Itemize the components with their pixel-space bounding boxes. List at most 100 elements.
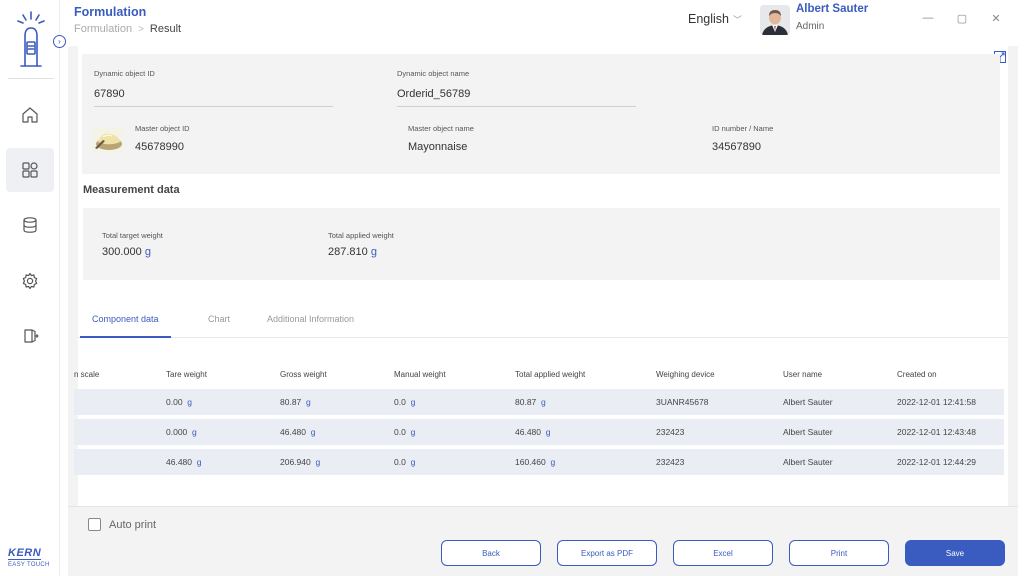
save-button[interactable]: Save	[905, 540, 1005, 566]
user-name-cell: Albert Sauter	[783, 457, 833, 467]
weighing-device-cell: 3UANR45678	[656, 397, 709, 407]
dynamic-object-id-value: 67890	[94, 88, 125, 100]
product-thumbnail	[93, 128, 123, 152]
dynamic-object-id-underline	[94, 106, 333, 107]
column-header: Gross weight	[280, 370, 327, 379]
brand-logo: KERN EASY TOUCH	[8, 543, 50, 568]
column-header: n scale	[74, 370, 100, 379]
database-icon	[23, 217, 37, 233]
sidebar-item-database[interactable]	[6, 203, 54, 247]
column-header: Weighing device	[656, 370, 715, 379]
total-applied-weight-cell: 160.460 g	[515, 457, 556, 467]
result-card: Dynamic object ID 67890 Dynamic object n…	[74, 46, 1008, 506]
gross-weight-cell: 46.480 g	[280, 427, 316, 437]
breadcrumb: Formulation > Result	[74, 23, 181, 35]
sidebar-item-dashboard[interactable]	[6, 148, 54, 192]
maximize-button[interactable]: ▢	[956, 13, 968, 25]
sidebar-divider	[8, 78, 54, 79]
print-button[interactable]: Print	[789, 540, 889, 566]
table-row[interactable]: 0.00 g 80.87 g 0.0 g 80.87 g 3UANR45678 …	[74, 389, 1004, 415]
created-on-cell: 2022-12-01 12:44:29	[897, 457, 976, 467]
column-header: Tare weight	[166, 370, 207, 379]
auto-print-checkbox[interactable]	[88, 518, 101, 531]
created-on-cell: 2022-12-01 12:43:48	[897, 427, 976, 437]
dynamic-object-id-label: Dynamic object ID	[94, 69, 155, 78]
tare-weight-cell: 46.480 g	[166, 457, 202, 467]
manual-weight-cell: 0.0 g	[394, 457, 416, 467]
logout-icon	[24, 329, 39, 343]
tare-weight-cell: 0.000 g	[166, 427, 197, 437]
weighing-device-cell: 232423	[656, 457, 685, 467]
user-name-cell: Albert Sauter	[783, 427, 833, 437]
user-name[interactable]: Albert Sauter	[796, 3, 869, 15]
table-row[interactable]: 0.000 g 46.480 g 0.0 g 46.480 g 232423 A…	[74, 419, 1004, 445]
breadcrumb-current: Result	[149, 23, 182, 35]
page-title: Formulation	[74, 5, 147, 19]
sidebar-item-home[interactable]	[6, 93, 54, 137]
header: Formulation Formulation > Result English…	[60, 0, 1024, 46]
chevron-right-icon: >	[138, 23, 144, 35]
total-applied-weight-cell: 46.480 g	[515, 427, 551, 437]
back-button[interactable]: Back	[441, 540, 541, 566]
language-select[interactable]: English ﹀	[688, 12, 742, 26]
sidebar-item-logout[interactable]	[6, 314, 54, 358]
master-object-name-value: Mayonnaise	[408, 141, 468, 153]
table-row[interactable]: 46.480 g 206.940 g 0.0 g 160.460 g 23242…	[74, 449, 1004, 475]
chevron-down-icon: ﹀	[733, 14, 743, 25]
object-info-panel: Dynamic object ID 67890 Dynamic object n…	[82, 54, 1000, 174]
manual-weight-cell: 0.0 g	[394, 397, 416, 407]
total-applied-weight-cell: 80.87 g	[515, 397, 546, 407]
tab-component-data[interactable]: Component data	[80, 314, 171, 338]
column-header: Manual weight	[394, 370, 446, 379]
brand-name: KERN	[8, 547, 42, 560]
column-header: Total applied weight	[515, 370, 586, 379]
id-number-label: ID number / Name	[712, 124, 774, 133]
close-button[interactable]: ✕	[991, 13, 1001, 25]
dynamic-object-name-underline	[397, 106, 636, 107]
user-name-cell: Albert Sauter	[783, 397, 833, 407]
dynamic-object-name-value: Orderid_56789	[397, 88, 471, 100]
minimize-button[interactable]: —	[922, 12, 934, 24]
total-target-weight-value: 300.000 g	[102, 246, 151, 258]
language-value: English	[688, 12, 729, 26]
avatar[interactable]	[760, 5, 790, 35]
measurement-panel: Total target weight 300.000 g Total appl…	[83, 208, 1000, 280]
user-role: Admin	[796, 21, 825, 32]
gross-weight-cell: 80.87 g	[280, 397, 311, 407]
master-object-id-label: Master object ID	[135, 124, 190, 133]
total-target-weight-label: Total target weight	[102, 231, 163, 240]
manual-weight-cell: 0.0 g	[394, 427, 416, 437]
dashboard-icon	[22, 162, 38, 178]
excel-button[interactable]: Excel	[673, 540, 773, 566]
id-number-value: 34567890	[712, 141, 761, 153]
tab-bar: Component data Chart Additional Informat…	[78, 308, 1008, 338]
scale-hand-icon	[14, 8, 48, 70]
sidebar: › KERN EASY TOUCH	[0, 0, 66, 576]
column-header: User name	[783, 370, 823, 379]
auto-print-label: Auto print	[109, 518, 157, 531]
total-applied-weight-value: 287.810 g	[328, 246, 377, 258]
created-on-cell: 2022-12-01 12:41:58	[897, 397, 976, 407]
dynamic-object-name-label: Dynamic object name	[397, 69, 470, 78]
export-pdf-button[interactable]: Export as PDF	[557, 540, 657, 566]
home-icon	[22, 107, 38, 123]
measurement-section-title: Measurement data	[83, 184, 180, 196]
sidebar-item-settings[interactable]	[6, 259, 54, 303]
breadcrumb-parent[interactable]: Formulation	[74, 23, 133, 35]
gross-weight-cell: 206.940 g	[280, 457, 321, 467]
auto-print-toggle[interactable]: Auto print	[88, 518, 156, 531]
tab-additional-information[interactable]: Additional Information	[267, 314, 355, 324]
collapse-sidebar-button[interactable]: ›	[53, 35, 66, 48]
total-applied-weight-label: Total applied weight	[328, 231, 394, 240]
main-content: Dynamic object ID 67890 Dynamic object n…	[68, 46, 1018, 576]
footer-divider	[68, 506, 1018, 507]
brand-subtitle: EASY TOUCH	[8, 562, 50, 568]
master-object-id-value: 45678990	[135, 141, 184, 153]
gear-icon	[22, 272, 38, 290]
weighing-device-cell: 232423	[656, 427, 685, 437]
tab-chart[interactable]: Chart	[208, 314, 231, 324]
column-header: Created on	[897, 370, 937, 379]
master-object-name-label: Master object name	[408, 124, 474, 133]
tare-weight-cell: 0.00 g	[166, 397, 193, 407]
